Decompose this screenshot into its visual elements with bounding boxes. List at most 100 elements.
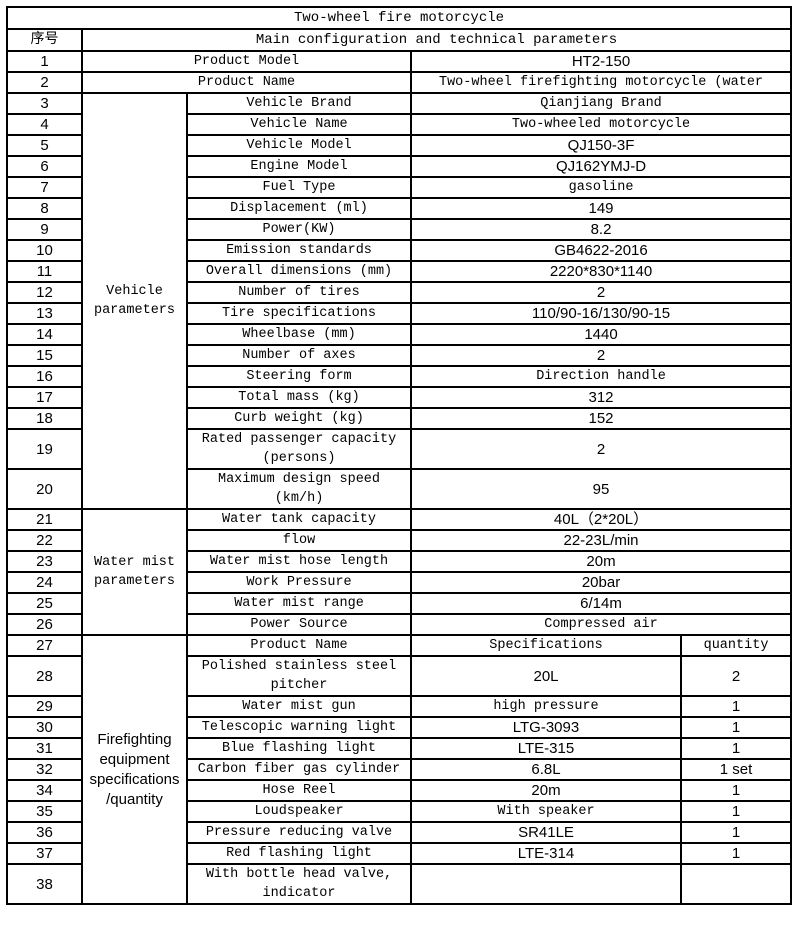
row-number: 2: [6, 71, 83, 94]
table-row: 11 Overall dimensions (mm) 2220*830*1140: [6, 260, 793, 283]
spec-table: Two-wheel fire motorcycle 序号 Main config…: [5, 6, 793, 905]
table-row: 17 Total mass (kg) 312: [6, 386, 793, 409]
parameter-name: Work Pressure: [186, 571, 412, 594]
parameter-name: Product Model: [81, 50, 412, 73]
parameter-name: Vehicle Model: [186, 134, 412, 157]
parameter-name: Fuel Type: [186, 176, 412, 199]
table-row: 15 Number of axes 2: [6, 344, 793, 367]
table-row: 31 Blue flashing light LTE-315 1: [6, 737, 793, 760]
row-number: 32: [6, 758, 83, 781]
specification-value: With speaker: [410, 800, 682, 823]
quantity-value: 1: [679, 737, 793, 760]
parameter-name: Power(KW): [186, 218, 412, 241]
specification-value: 6.8L: [410, 758, 682, 781]
table-row: 3 Vehicle parameters Vehicle Brand Qianjian…: [6, 92, 793, 510]
row-number: 24: [6, 571, 83, 594]
table-row: 25 Water mist range 6/14m: [6, 592, 793, 615]
table-row: 26 Power Source Compressed air: [6, 613, 793, 636]
table-row: 30 Telescopic warning light LTG-3093 1: [6, 716, 793, 739]
parameter-name: Vehicle Name: [186, 113, 412, 136]
table-row: 2 Product Name Two-wheel firefighting moto…: [6, 71, 793, 94]
parameter-name: Carbon fiber gas cylinder: [186, 758, 412, 781]
specification-value: 20L: [410, 655, 682, 697]
row-number: 11: [6, 260, 83, 283]
parameter-name: Product Name: [186, 634, 412, 657]
specification-value: 2: [409, 344, 793, 367]
table-row: 1 Product Model HT2-150: [6, 50, 793, 73]
table-row: 32 Carbon fiber gas cylinder 6.8L 1 set: [6, 758, 793, 781]
header-main: Main configuration and technical paramet…: [80, 28, 793, 52]
parameter-name: Wheelbase (mm): [186, 323, 412, 346]
parameter-name: Loudspeaker: [186, 800, 412, 823]
row-number: 5: [6, 134, 83, 157]
specification-value: gasoline: [409, 176, 793, 199]
table-row: 29 Water mist gun high pressure 1: [6, 695, 793, 718]
table-row: 18 Curb weight (kg) 152: [6, 407, 793, 430]
parameter-name: Rated passenger capacity (persons): [186, 428, 412, 470]
parameter-name: Number of axes: [186, 344, 412, 367]
table-row: 35 Loudspeaker With speaker 1: [6, 800, 793, 823]
parameter-name: flow: [186, 529, 412, 552]
table-row: 23 Water mist hose length 20m: [6, 550, 793, 573]
row-number: 1: [6, 50, 83, 73]
table-row: 4 Vehicle Name Two-wheeled motorcycle: [6, 113, 793, 136]
quantity-value: 1: [679, 800, 793, 823]
row-number: 14: [6, 323, 83, 346]
row-number: 16: [6, 365, 83, 388]
parameter-name: Displacement (ml): [186, 197, 412, 220]
parameter-name: Polished stainless steel pitcher: [186, 655, 412, 697]
specification-value: LTE-315: [410, 737, 682, 760]
table-row: 5 Vehicle Model QJ150-3F: [6, 134, 793, 157]
specification-value: QJ162YMJ-D: [409, 155, 793, 178]
parameter-name: With bottle head valve, indicator: [186, 863, 412, 905]
group-label: Firefighting equipment specifications /q…: [81, 634, 188, 905]
group-label: Vehicle parameters: [81, 92, 188, 510]
table-row: 28 Polished stainless steel pitcher 20L 2: [6, 655, 793, 697]
row-number: 7: [6, 176, 83, 199]
parameter-name: Maximum design speed (km/h): [186, 468, 412, 510]
row-number: 21: [6, 508, 83, 531]
table-row: 16 Steering form Direction handle: [6, 365, 793, 388]
specification-value: QJ150-3F: [409, 134, 793, 157]
parameter-name: Vehicle Brand: [186, 92, 412, 115]
row-number: 26: [6, 613, 83, 636]
specification-value: 40L（2*20L）: [409, 508, 793, 531]
row-number: 10: [6, 239, 83, 262]
row-number: 37: [6, 842, 83, 865]
row-number: 34: [6, 779, 83, 802]
parameter-name: Emission standards: [186, 239, 412, 262]
table-row: 19 Rated passenger capacity (persons) 2: [6, 428, 793, 470]
parameter-name: Pressure reducing valve: [186, 821, 412, 844]
parameter-name: Engine Model: [186, 155, 412, 178]
quantity-value: 1: [679, 842, 793, 865]
quantity-value: 1: [679, 821, 793, 844]
parameter-name: Telescopic warning light: [186, 716, 412, 739]
specification-value: LTG-3093: [410, 716, 682, 739]
specification-value: Qianjiang Brand: [409, 92, 793, 115]
parameter-name: Water tank capacity: [186, 508, 412, 531]
quantity-value: 1: [679, 695, 793, 718]
specification-value: 2: [409, 428, 793, 470]
row-number: 30: [6, 716, 83, 739]
row-number: 28: [6, 655, 83, 697]
quantity-value: 2: [679, 655, 793, 697]
table-row: 24 Work Pressure 20bar: [6, 571, 793, 594]
quantity-value: quantity: [679, 634, 793, 657]
specification-value: [410, 863, 682, 905]
row-number: 6: [6, 155, 83, 178]
table-row: 8 Displacement (ml) 149: [6, 197, 793, 220]
row-number: 22: [6, 529, 83, 552]
parameter-name: Blue flashing light: [186, 737, 412, 760]
row-number: 25: [6, 592, 83, 615]
table-row: 6 Engine Model QJ162YMJ-D: [6, 155, 793, 178]
table-row: 12 Number of tires 2: [6, 281, 793, 304]
row-number: 20: [6, 468, 83, 510]
parameter-name: Product Name: [81, 71, 412, 94]
table-row: 34 Hose Reel 20m 1: [6, 779, 793, 802]
row-number: 13: [6, 302, 83, 325]
specification-value: high pressure: [410, 695, 682, 718]
title-row: Two-wheel fire motorcycle: [5, 6, 793, 30]
parameter-name: Overall dimensions (mm): [186, 260, 412, 283]
specification-value: 149: [409, 197, 793, 220]
specification-value: LTE-314: [410, 842, 682, 865]
